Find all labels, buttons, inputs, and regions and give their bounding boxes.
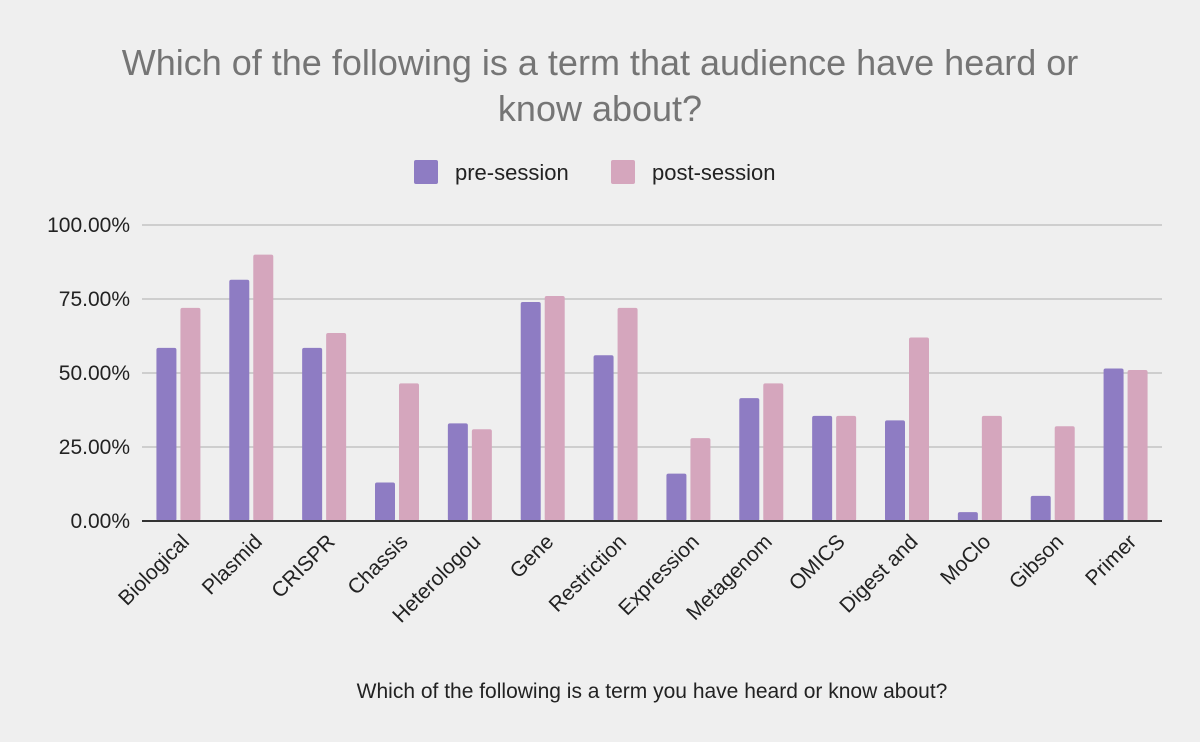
legend-label-post-session: post-session: [652, 160, 776, 185]
bars: [156, 254, 1148, 521]
bar-post-session: [253, 254, 274, 521]
bar-pre-session: [1103, 368, 1124, 521]
x-tick-label: Primer: [1081, 530, 1141, 590]
x-tick-label: Biological: [114, 530, 194, 610]
bar-pre-session: [156, 347, 177, 521]
bar-post-session: [1127, 370, 1148, 521]
x-tick-label: CRISPR: [267, 530, 339, 602]
x-tick-label: Plasmid: [198, 530, 267, 599]
bar-pre-session: [1030, 495, 1051, 521]
bar-pre-session: [375, 482, 395, 521]
x-axis-title: Which of the following is a term you hav…: [357, 680, 948, 703]
bar-post-session: [544, 296, 565, 521]
x-axis-category-labels: Biological Plasmid CRISPR ChassisHeterologo…: [114, 530, 1141, 627]
y-tick-label: 50.00%: [59, 362, 130, 385]
bar-post-session: [690, 438, 711, 521]
bar-post-session: [836, 415, 857, 521]
y-tick-label: 75.00%: [59, 288, 130, 311]
bar-post-session: [399, 383, 419, 521]
bar-pre-session: [666, 473, 687, 521]
bar-pre-session: [520, 301, 541, 521]
bar-pre-session: [739, 398, 760, 521]
x-tick-label: Gene: [506, 530, 559, 583]
y-tick-label: 25.00%: [59, 436, 130, 459]
bar-post-session: [909, 337, 929, 521]
bar-post-session: [326, 333, 347, 521]
bar-pre-session: [229, 279, 250, 521]
bar-post-session: [617, 307, 638, 521]
legend-label-pre-session: pre-session: [455, 160, 569, 185]
bar-pre-session: [302, 347, 323, 521]
bar-pre-session: [885, 420, 905, 521]
x-tick-label: OMICS: [785, 530, 850, 595]
bar-pre-session: [812, 415, 833, 521]
legend-swatch-post-session: [611, 160, 635, 184]
x-tick-label: Digest and: [835, 530, 922, 617]
x-tick-label: MoClo: [936, 530, 995, 589]
y-tick-label: 0.00%: [70, 510, 130, 533]
chart-title-line-2: know about?: [498, 88, 702, 129]
bar-pre-session: [593, 355, 614, 521]
x-tick-label: Chassis: [343, 530, 412, 599]
y-tick-label: 100.00%: [47, 214, 130, 237]
legend: pre-session post-session: [414, 160, 776, 185]
bar-pre-session: [447, 423, 468, 521]
x-tick-label: Gibson: [1005, 530, 1068, 593]
bar-post-session: [471, 429, 492, 521]
gridlines: [142, 224, 1162, 448]
bar-post-session: [981, 415, 1002, 521]
y-axis-tick-labels: 0.00% 25.00% 50.00% 75.00% 100.00%: [47, 214, 130, 533]
legend-swatch-pre-session: [414, 160, 438, 184]
bar-post-session: [763, 383, 784, 521]
chart-title-line-1: Which of the following is a term that au…: [122, 42, 1079, 83]
bar-post-session: [1054, 426, 1075, 521]
bar-post-session: [180, 307, 201, 521]
bar-pre-session: [957, 512, 978, 521]
